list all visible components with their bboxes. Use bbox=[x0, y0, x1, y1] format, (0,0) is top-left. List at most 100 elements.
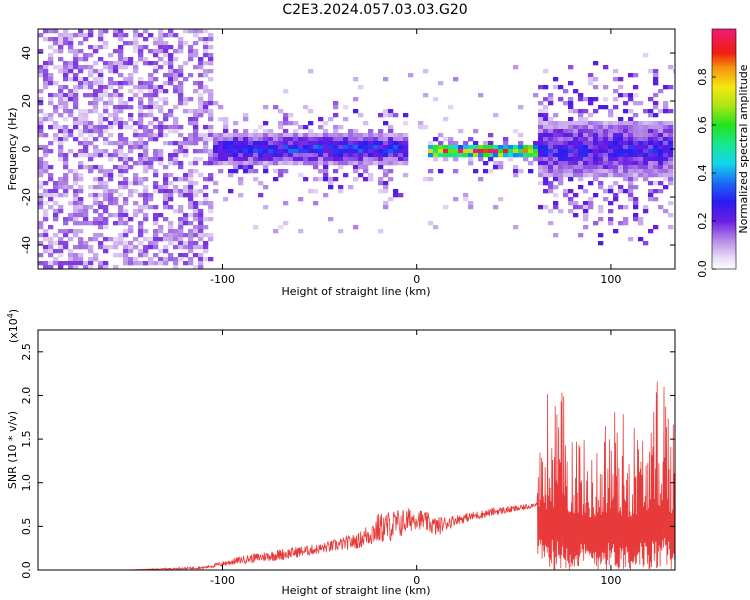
spectrogram-cell bbox=[463, 193, 469, 198]
spectrogram-cell bbox=[133, 93, 139, 98]
spectrogram-cell bbox=[108, 77, 114, 82]
spectrogram-cell bbox=[58, 85, 64, 90]
spectrogram-cell bbox=[183, 141, 189, 146]
spectrogram-cell bbox=[278, 141, 284, 146]
spectrogram-cell bbox=[153, 181, 159, 186]
spectrogram-cell bbox=[598, 185, 604, 190]
spectrogram-cell bbox=[398, 161, 404, 166]
spectrogram-cell bbox=[438, 133, 444, 138]
spectrogram-cell bbox=[88, 29, 94, 34]
snr-x-tick-label: 0 bbox=[413, 574, 420, 587]
spectrogram-cell bbox=[138, 113, 144, 118]
spectrogram-cell bbox=[138, 125, 144, 130]
spectrogram-cell bbox=[373, 145, 379, 150]
spectrogram-cell bbox=[668, 161, 674, 166]
spectrogram-cell bbox=[583, 205, 589, 210]
spectrogram-cell bbox=[588, 77, 594, 82]
spectrogram-cell bbox=[643, 161, 649, 166]
spectrogram-cell bbox=[558, 149, 564, 154]
spectrogram-cell bbox=[278, 121, 284, 126]
spectrogram-cell bbox=[203, 245, 209, 250]
spectrogram-cell bbox=[113, 153, 119, 158]
spectrogram-cell bbox=[153, 173, 159, 178]
spectrogram-cell bbox=[48, 73, 54, 78]
spectrogram-cell bbox=[328, 185, 334, 190]
spectrogram-cell bbox=[238, 181, 244, 186]
spectrogram-cell bbox=[98, 261, 104, 266]
snr-frame bbox=[37, 329, 676, 571]
spectrogram-cell bbox=[283, 153, 289, 158]
spectrogram-cell bbox=[163, 185, 169, 190]
spectrogram-cell bbox=[288, 121, 294, 126]
spectrogram-cell bbox=[148, 137, 154, 142]
spectrogram-cell bbox=[428, 177, 434, 182]
spectrogram-cell bbox=[588, 125, 594, 130]
spectrogram-cell bbox=[188, 193, 194, 198]
spectrogram-cell bbox=[658, 153, 664, 158]
spectrogram-cell bbox=[543, 113, 549, 118]
spectrogram-cell bbox=[143, 113, 149, 118]
spectrogram-cell bbox=[383, 77, 389, 82]
spectrogram-cell bbox=[113, 197, 119, 202]
spectrogram-cell bbox=[113, 237, 119, 242]
spectrogram-cell bbox=[183, 241, 189, 246]
spectrogram-cell bbox=[258, 181, 264, 186]
spectrogram-cell bbox=[378, 177, 384, 182]
spectrogram-cell bbox=[568, 105, 574, 110]
spectrogram-cell bbox=[78, 221, 84, 226]
spectrogram-cell bbox=[98, 213, 104, 218]
snr-y-multiplier-base: (x10 bbox=[7, 318, 20, 343]
spectrogram-cell bbox=[553, 129, 559, 134]
spectrogram-cell bbox=[483, 141, 489, 146]
spectrogram-cell bbox=[658, 141, 664, 146]
spectrogram-cell bbox=[583, 129, 589, 134]
spectrogram-cell bbox=[378, 129, 384, 134]
spectrogram-cell bbox=[158, 125, 164, 130]
spectrogram-cell bbox=[53, 193, 59, 198]
spectrogram-cell bbox=[403, 137, 409, 142]
spectrogram-cell bbox=[663, 165, 669, 170]
spectrogram-cell bbox=[608, 217, 614, 222]
spectrogram-cell bbox=[233, 129, 239, 134]
spectrogram-cell bbox=[183, 29, 189, 34]
spectrogram-cell bbox=[48, 245, 54, 250]
spectrogram-cell bbox=[638, 237, 644, 242]
spectrogram-cell bbox=[303, 161, 309, 166]
spectrogram-cell bbox=[73, 229, 79, 234]
spectrogram-cell bbox=[138, 193, 144, 198]
spectrogram-cell bbox=[118, 205, 124, 210]
spectrogram-cell bbox=[63, 189, 69, 194]
spectrogram-cell bbox=[578, 137, 584, 142]
spectrogram-cell bbox=[133, 61, 139, 66]
spectrogram-cell bbox=[58, 141, 64, 146]
spectrogram-cell bbox=[208, 97, 214, 102]
spectrogram-cell bbox=[168, 257, 174, 262]
spectrogram-cell bbox=[38, 73, 44, 78]
spectrogram-cell bbox=[378, 157, 384, 162]
spectrogram-cell bbox=[668, 173, 674, 178]
spectrogram-cell bbox=[613, 129, 619, 134]
spectrogram-cell bbox=[663, 109, 669, 114]
spectrogram-cell bbox=[618, 145, 624, 150]
spectrogram-cell bbox=[73, 93, 79, 98]
spectrogram-cell bbox=[618, 133, 624, 138]
spectrogram-cell bbox=[43, 81, 49, 86]
spectrogram-cell bbox=[68, 113, 74, 118]
spectrogram-cell bbox=[593, 121, 599, 126]
spectrogram-cell bbox=[78, 113, 84, 118]
spectrogram-cell bbox=[88, 121, 94, 126]
spectrogram-cell bbox=[298, 197, 304, 202]
spectrogram-cell bbox=[533, 153, 539, 158]
spectrogram-cell bbox=[278, 173, 284, 178]
spectrogram-cell bbox=[333, 129, 339, 134]
spectrogram-cell bbox=[323, 145, 329, 150]
spectrogram-cell bbox=[38, 157, 44, 162]
spectrogram-cell bbox=[263, 133, 269, 138]
spectrogram-cell bbox=[58, 57, 64, 62]
spectrogram-cell bbox=[218, 117, 224, 122]
spectrogram-cell bbox=[188, 197, 194, 202]
spectrogram-cell bbox=[228, 161, 234, 166]
spectrogram-cell bbox=[623, 165, 629, 170]
spectrogram-cell bbox=[378, 161, 384, 166]
spectrogram-cell bbox=[48, 101, 54, 106]
